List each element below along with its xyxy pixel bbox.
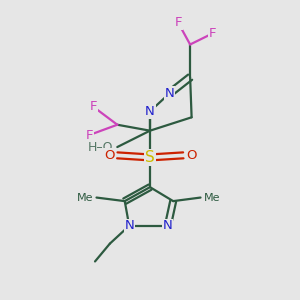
Text: N: N xyxy=(163,219,173,232)
Text: Me: Me xyxy=(203,193,220,202)
Text: N: N xyxy=(145,105,155,118)
Text: F: F xyxy=(85,129,93,142)
Text: O: O xyxy=(104,149,114,162)
Text: F: F xyxy=(90,100,97,113)
Text: H–O: H–O xyxy=(87,140,113,154)
Text: F: F xyxy=(209,27,216,40)
Text: F: F xyxy=(175,16,182,29)
Text: S: S xyxy=(145,150,155,165)
Text: N: N xyxy=(164,87,174,100)
Text: O: O xyxy=(186,149,197,162)
Text: N: N xyxy=(124,219,134,232)
Text: Me: Me xyxy=(77,193,94,202)
